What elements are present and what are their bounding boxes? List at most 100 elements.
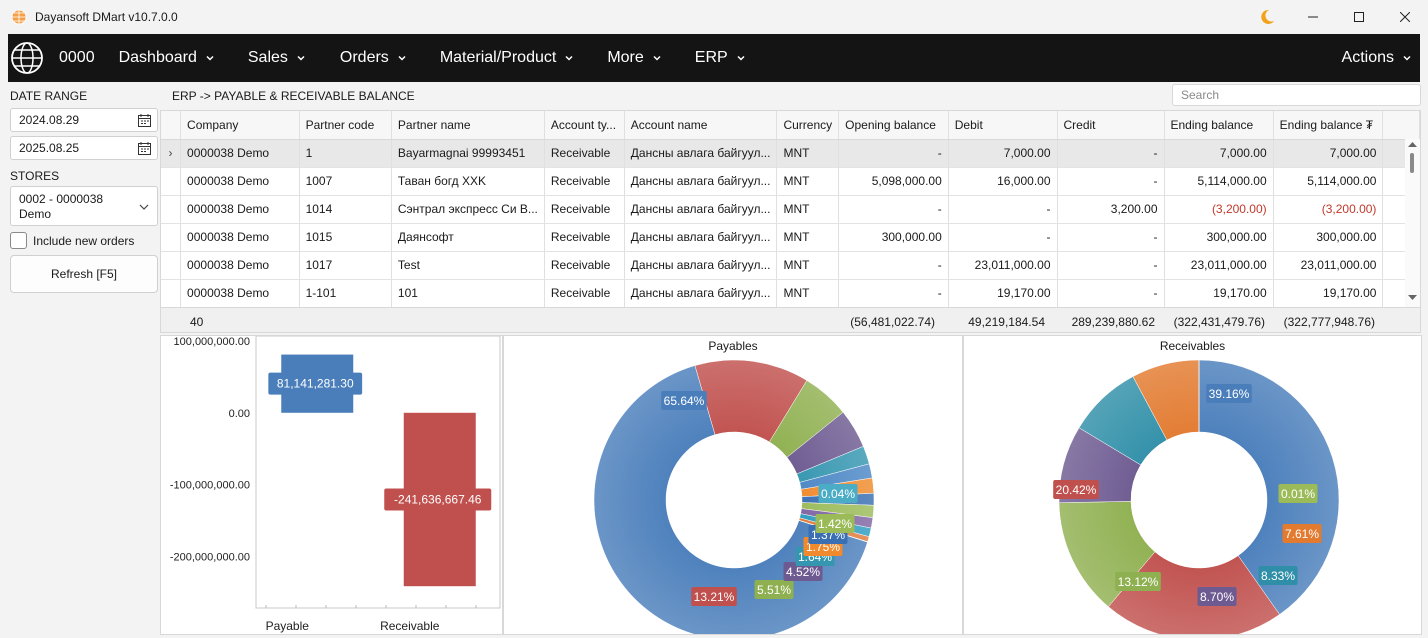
table-row[interactable]: 0000038 Demo 1014 Сэнтрал экспресс Си В...… bbox=[161, 195, 1420, 224]
table-cell: 1 bbox=[299, 139, 392, 168]
slice-label-bg bbox=[1206, 384, 1252, 403]
nav-label: Sales bbox=[247, 49, 288, 66]
header-filler bbox=[1382, 111, 1420, 140]
summary-ending-balance: (322,431,479.76) bbox=[1173, 315, 1265, 329]
calendar-icon[interactable] bbox=[138, 142, 151, 155]
table-cell: - bbox=[838, 251, 949, 280]
slice-label-bg bbox=[815, 514, 855, 533]
nav-orders[interactable]: Orders bbox=[340, 49, 407, 67]
table-cell: MNT bbox=[776, 167, 840, 196]
table-row[interactable]: › 0000038 Demo 1 Bayarmagnai 99993451 Receiv… bbox=[161, 139, 1420, 168]
table-cell: 7,000.00 bbox=[1164, 139, 1274, 168]
payables-chart-panel: Payables 65.64% 13.21% 5.51% 4.52% 1.64% 1.75… bbox=[503, 335, 963, 638]
window-title: Dayansoft DMart v10.7.0.0 bbox=[35, 10, 178, 24]
store-select[interactable]: 0002 - 0000038 Demo bbox=[10, 186, 158, 226]
table-cell: 3,200.00 bbox=[1057, 195, 1165, 224]
store-code: 0000 bbox=[59, 49, 95, 66]
nav-label: Actions bbox=[1341, 49, 1394, 66]
row-indicator bbox=[161, 279, 182, 308]
table-cell: 1014 bbox=[299, 195, 392, 224]
nav-more[interactable]: More bbox=[607, 49, 661, 67]
date-from-field[interactable]: 2024.08.29 bbox=[10, 108, 158, 132]
theme-toggle-moon-icon[interactable] bbox=[1258, 8, 1276, 26]
column-header[interactable]: Opening balance bbox=[838, 111, 949, 140]
row-indicator bbox=[161, 223, 182, 252]
summary-credit: 289,239,880.62 bbox=[1071, 315, 1155, 329]
summary-debit: 49,219,184.54 bbox=[968, 315, 1045, 329]
calendar-icon[interactable] bbox=[138, 114, 151, 127]
slice-label-bg bbox=[1197, 587, 1237, 606]
column-header[interactable]: Currency bbox=[776, 111, 840, 140]
table-cell: 1017 bbox=[299, 251, 392, 280]
table-row[interactable]: 0000038 Demo 1007 Таван богд XXK Receivable… bbox=[161, 167, 1420, 196]
column-header[interactable]: Debit bbox=[948, 111, 1058, 140]
slice-label: 1.42% bbox=[818, 517, 852, 531]
table-cell: Receivable bbox=[544, 167, 625, 196]
chevron-down-icon bbox=[1403, 55, 1411, 61]
table-row[interactable]: 0000038 Demo 1017 Test Receivable Дансны авл… bbox=[161, 251, 1420, 280]
table-header-row: Company Partner code Partner name Account t… bbox=[161, 111, 1420, 140]
receivables-chart-panel: Receivables 39.16% 20.42% 13.12% 8.70% 8.33%… bbox=[963, 335, 1422, 638]
balance-bar-chart-panel: 100,000,000.00 0.00 -100,000,000.00 -200,00… bbox=[160, 335, 507, 635]
close-button[interactable] bbox=[1382, 0, 1428, 34]
table-cell: Дансны авлага байгуул... bbox=[624, 251, 778, 280]
minimize-icon bbox=[1308, 16, 1318, 18]
nav-actions[interactable]: Actions bbox=[1342, 49, 1412, 67]
row-indicator bbox=[161, 167, 182, 196]
table-cell: - bbox=[838, 195, 949, 224]
table-cell: MNT bbox=[776, 139, 840, 168]
include-new-orders-row[interactable]: Include new orders bbox=[10, 232, 134, 249]
y-tick-label: 100,000,000.00 bbox=[174, 336, 250, 348]
column-header[interactable]: Company bbox=[180, 111, 300, 140]
include-new-orders-checkbox[interactable] bbox=[10, 232, 27, 249]
table-cell: 300,000.00 bbox=[838, 223, 949, 252]
close-icon bbox=[1400, 12, 1410, 22]
table-row[interactable]: 0000038 Demo 1015 Даянсофт Receivable Дансны… bbox=[161, 223, 1420, 252]
table-cell: 19,170.00 bbox=[1273, 279, 1384, 308]
table-cell: Дансны авлага байгуул... bbox=[624, 167, 778, 196]
table-cell: 23,011,000.00 bbox=[948, 251, 1058, 280]
table-cell: MNT bbox=[776, 279, 840, 308]
minimize-button[interactable] bbox=[1290, 0, 1336, 34]
receivables-donut-chart: 39.16% 20.42% 13.12% 8.70% 8.33% 7.61% 0.01% bbox=[1053, 359, 1340, 638]
date-to-field[interactable]: 2025.08.25 bbox=[10, 136, 158, 160]
table-cell: MNT bbox=[776, 223, 840, 252]
nav-dashboard[interactable]: Dashboard bbox=[119, 49, 215, 67]
nav-material-product[interactable]: Material/Product bbox=[440, 49, 575, 67]
nav-label: Dashboard bbox=[118, 49, 197, 66]
scroll-up-icon[interactable] bbox=[1408, 141, 1417, 147]
table-cell: 300,000.00 bbox=[1164, 223, 1274, 252]
payables-chart-title: Payables bbox=[708, 339, 758, 353]
scroll-down-icon[interactable] bbox=[1408, 295, 1417, 301]
table-cell: 5,114,000.00 bbox=[1273, 167, 1384, 196]
table-cell: 23,011,000.00 bbox=[1273, 251, 1384, 280]
slice-label-bg bbox=[1282, 524, 1322, 543]
nav-sales[interactable]: Sales bbox=[248, 49, 306, 67]
slice-label: 65.64% bbox=[664, 394, 705, 408]
column-header[interactable]: Credit bbox=[1057, 111, 1165, 140]
slice-label: 7.61% bbox=[1285, 527, 1319, 541]
grid-vertical-scrollbar[interactable] bbox=[1405, 139, 1420, 307]
column-header[interactable]: Partner code bbox=[299, 111, 392, 140]
globe-logo-icon[interactable] bbox=[10, 41, 44, 75]
column-header[interactable]: Ending balance ₮ bbox=[1273, 111, 1384, 140]
chevron-down-icon bbox=[206, 55, 214, 61]
column-header[interactable]: Account ty... bbox=[544, 111, 625, 140]
scrollbar-thumb[interactable] bbox=[1410, 153, 1414, 173]
table-cell: Bayarmagnai 99993451 bbox=[391, 139, 545, 168]
table-cell: MNT bbox=[776, 251, 840, 280]
date-range-label: DATE RANGE bbox=[10, 89, 88, 103]
column-header[interactable]: Account name bbox=[624, 111, 778, 140]
table-cell: (3,200.00) bbox=[1273, 195, 1384, 224]
table-cell: Test bbox=[391, 251, 545, 280]
column-header[interactable]: Ending balance bbox=[1164, 111, 1274, 140]
table-cell: Дансны авлага байгуул... bbox=[624, 139, 778, 168]
maximize-button[interactable] bbox=[1336, 0, 1382, 34]
nav-erp[interactable]: ERP bbox=[695, 49, 746, 67]
chevron-down-icon bbox=[398, 55, 406, 61]
search-input[interactable] bbox=[1172, 84, 1421, 106]
refresh-button[interactable]: Refresh [F5] bbox=[10, 255, 158, 293]
column-header[interactable]: Partner name bbox=[391, 111, 545, 140]
table-row[interactable]: 0000038 Demo 1-101 101 Receivable Дансны авл… bbox=[161, 279, 1420, 308]
slice-label: 13.12% bbox=[1118, 575, 1159, 589]
